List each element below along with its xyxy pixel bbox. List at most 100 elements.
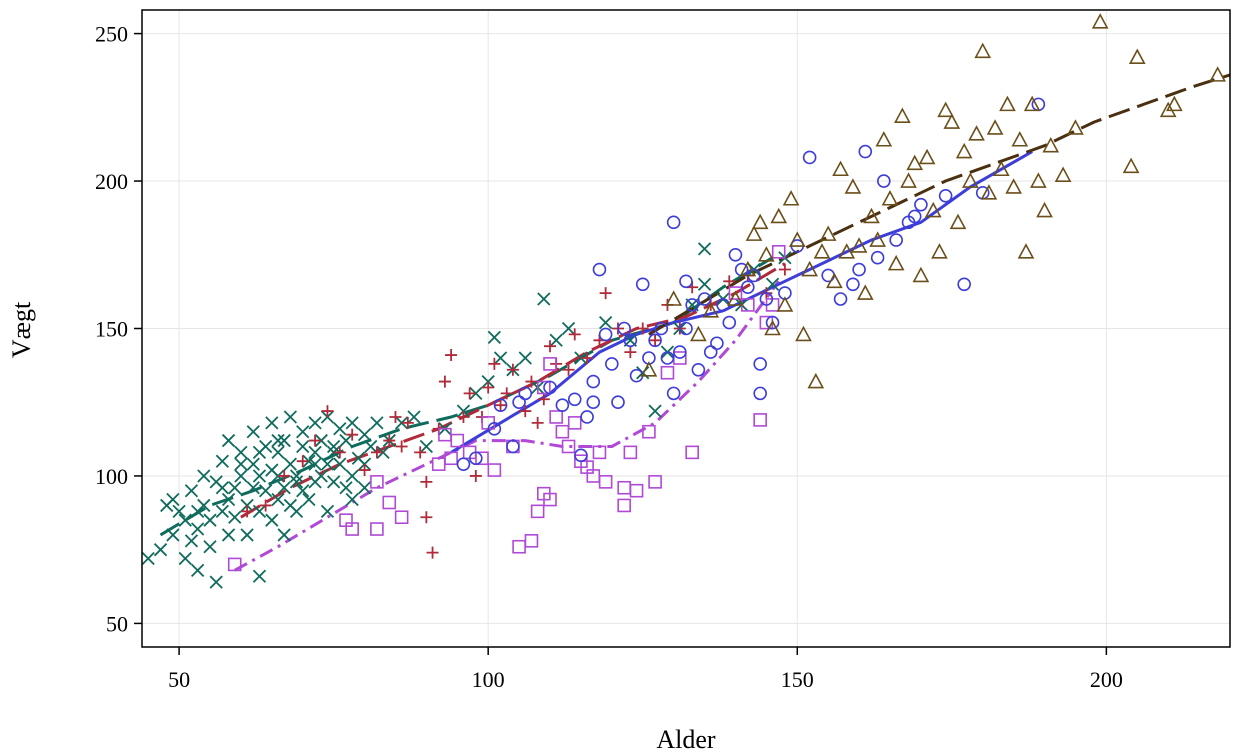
circle-marker — [722, 315, 737, 330]
circle-marker — [623, 333, 638, 348]
square-marker — [530, 504, 545, 519]
circle-marker — [648, 333, 662, 348]
circle-marker — [846, 277, 860, 292]
triangle-marker — [801, 260, 818, 277]
plus-marker — [500, 387, 513, 400]
triangle-marker — [943, 113, 961, 129]
plus-marker — [426, 546, 439, 559]
x-marker — [302, 492, 316, 507]
x-marker — [271, 492, 285, 507]
x-marker — [252, 445, 267, 459]
x-marker — [258, 484, 273, 498]
square-marker — [685, 445, 699, 460]
x-marker — [487, 330, 502, 344]
square-marker — [382, 495, 397, 510]
triangle-marker — [1017, 243, 1035, 259]
plus-marker — [445, 349, 458, 362]
square-marker — [561, 439, 576, 454]
circle-marker — [493, 398, 508, 412]
circle-marker — [728, 247, 743, 262]
square-marker — [370, 522, 384, 536]
fit-line — [648, 73, 1231, 336]
triangle-marker — [992, 160, 1010, 177]
x-marker — [209, 575, 223, 589]
circle-marker — [567, 392, 582, 407]
square-marker — [642, 424, 656, 439]
circle-marker — [506, 439, 520, 454]
plus-marker — [370, 446, 383, 459]
plus-marker — [463, 387, 476, 400]
x-marker — [289, 469, 304, 483]
plus-marker — [494, 399, 507, 412]
plus-marker — [506, 363, 519, 376]
plus-marker — [599, 287, 612, 300]
x-marker — [296, 439, 310, 454]
triangle-marker — [770, 207, 788, 224]
x-marker — [234, 469, 248, 483]
triangle-marker — [1036, 201, 1053, 218]
plus-marker — [420, 475, 433, 488]
x-marker — [339, 433, 353, 448]
triangle-marker — [819, 225, 837, 241]
triangle-marker — [1122, 157, 1140, 174]
x-marker — [333, 422, 347, 436]
triangle-marker — [968, 125, 985, 141]
plus-marker — [537, 393, 550, 406]
circle-marker — [753, 357, 767, 371]
square-marker — [487, 463, 502, 477]
x-marker — [246, 425, 260, 439]
x-marker — [320, 457, 335, 471]
circle-marker — [574, 448, 588, 463]
circle-marker — [957, 277, 971, 292]
plus-marker — [346, 428, 359, 441]
x-marker — [326, 439, 341, 454]
circle-marker — [914, 197, 928, 212]
circle-marker — [679, 321, 693, 336]
square-marker — [598, 475, 613, 489]
triangle-marker — [690, 325, 707, 342]
x-marker — [326, 475, 341, 489]
x-marker — [333, 457, 347, 471]
x-marker — [574, 351, 588, 365]
x-marker — [289, 504, 304, 518]
circle-marker — [759, 292, 774, 306]
x-marker — [228, 481, 242, 495]
triangle-marker — [900, 172, 917, 188]
triangle-marker — [1023, 95, 1041, 112]
x-marker — [141, 551, 155, 566]
x-marker — [308, 416, 322, 430]
square-marker — [660, 365, 675, 380]
plus-marker — [389, 410, 402, 423]
x-marker — [370, 416, 384, 430]
y-axis-title: Vægt — [7, 301, 36, 358]
circle-marker — [635, 277, 650, 292]
x-tick-label: 100 — [472, 667, 505, 692]
square-marker — [555, 424, 570, 439]
plus-marker — [723, 275, 736, 288]
triangle-marker — [937, 101, 954, 118]
circle-marker — [611, 395, 625, 410]
plus-marker — [544, 340, 556, 353]
x-marker — [228, 510, 242, 524]
plus-marker — [321, 405, 334, 418]
triangle-marker — [782, 190, 800, 206]
triangle-marker — [758, 246, 775, 262]
square-marker — [617, 480, 631, 495]
x-marker — [320, 504, 335, 518]
triangle-marker — [869, 231, 886, 247]
square-marker — [592, 445, 607, 460]
square-marker — [394, 510, 409, 525]
triangle-marker — [1011, 131, 1029, 147]
circle-marker — [469, 451, 483, 466]
x-marker — [221, 433, 236, 448]
triangle-marker — [955, 142, 973, 159]
plus-marker — [309, 434, 322, 447]
x-marker — [308, 445, 322, 459]
x-marker — [184, 484, 199, 498]
x-marker — [419, 439, 434, 454]
plus-marker — [568, 328, 581, 341]
triangle-marker — [1030, 172, 1047, 188]
circle-marker — [870, 250, 885, 265]
x-marker — [252, 504, 267, 518]
plus-marker — [278, 469, 291, 482]
